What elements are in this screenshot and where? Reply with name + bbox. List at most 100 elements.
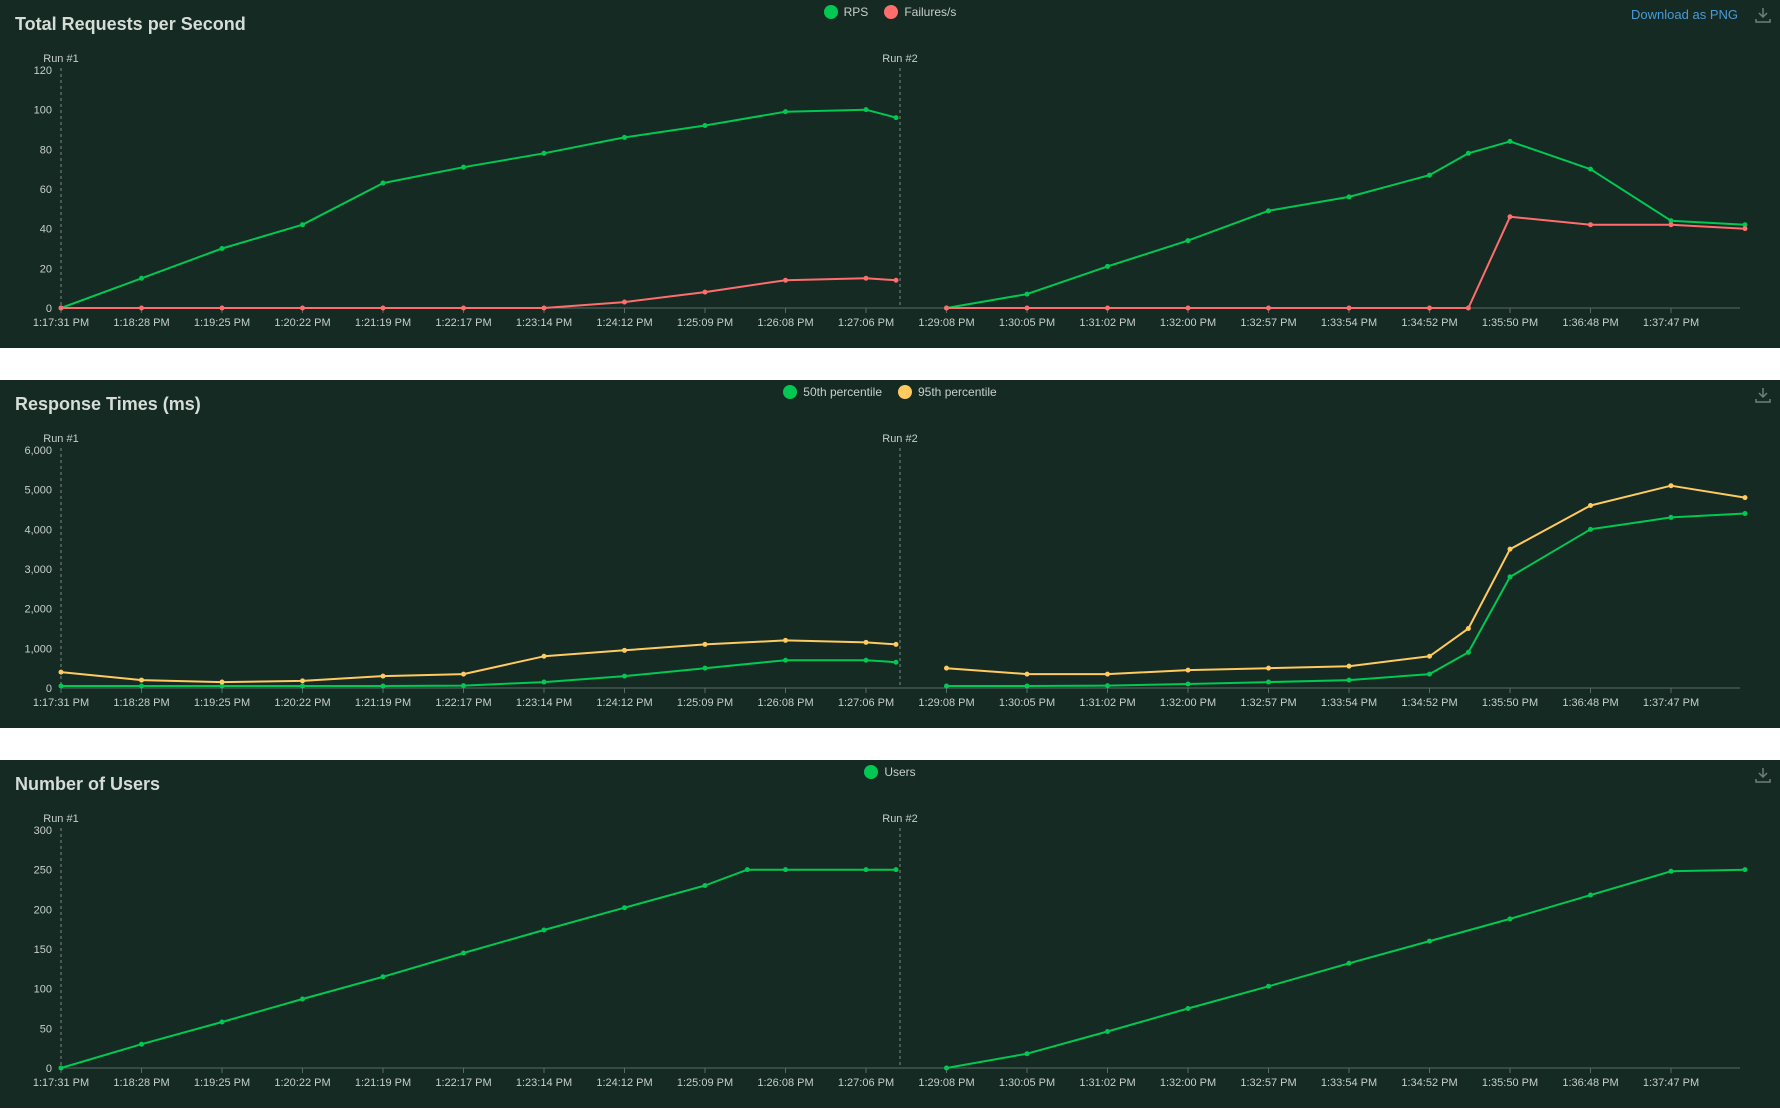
data-point[interactable]: [702, 123, 708, 129]
data-point[interactable]: [702, 665, 708, 671]
data-point[interactable]: [783, 637, 788, 643]
data-point[interactable]: [1024, 683, 1030, 689]
data-point[interactable]: [744, 867, 750, 873]
data-point[interactable]: [139, 275, 144, 281]
data-point[interactable]: [1185, 1006, 1191, 1011]
data-point[interactable]: [1588, 503, 1593, 509]
data-point[interactable]: [139, 683, 144, 689]
data-point[interactable]: [863, 657, 869, 663]
data-point[interactable]: [300, 683, 305, 689]
data-point[interactable]: [139, 1041, 144, 1047]
legend-item-p50[interactable]: 50th percentile: [783, 384, 882, 400]
data-point[interactable]: [1346, 305, 1352, 311]
download-icon[interactable]: [1754, 386, 1772, 404]
data-point[interactable]: [1346, 663, 1352, 669]
data-point[interactable]: [1024, 671, 1030, 677]
data-point[interactable]: [863, 275, 869, 281]
download-icon[interactable]: [1754, 6, 1772, 24]
legend-item-users[interactable]: Users: [864, 764, 916, 780]
data-point[interactable]: [893, 867, 899, 873]
download-icon[interactable]: [1754, 766, 1772, 784]
data-point[interactable]: [58, 669, 64, 675]
data-point[interactable]: [783, 109, 788, 115]
data-point[interactable]: [1427, 305, 1432, 311]
data-point[interactable]: [944, 683, 949, 689]
data-point[interactable]: [622, 905, 627, 911]
data-point[interactable]: [219, 1019, 225, 1025]
data-point[interactable]: [622, 134, 627, 140]
data-point[interactable]: [1668, 483, 1674, 489]
data-point[interactable]: [461, 305, 466, 311]
data-point[interactable]: [139, 677, 144, 683]
data-point[interactable]: [541, 653, 547, 659]
data-point[interactable]: [783, 867, 788, 873]
data-point[interactable]: [1185, 667, 1191, 673]
data-point[interactable]: [1588, 892, 1593, 898]
data-point[interactable]: [541, 305, 547, 311]
data-point[interactable]: [541, 927, 547, 933]
data-point[interactable]: [1266, 305, 1271, 311]
data-point[interactable]: [1668, 222, 1674, 228]
data-point[interactable]: [380, 305, 386, 311]
data-point[interactable]: [1465, 626, 1471, 631]
legend-item-p95[interactable]: 95th percentile: [898, 384, 997, 400]
data-point[interactable]: [300, 996, 305, 1002]
data-point[interactable]: [702, 641, 708, 647]
data-point[interactable]: [893, 277, 899, 283]
data-point[interactable]: [541, 679, 547, 685]
data-point[interactable]: [461, 164, 466, 170]
data-point[interactable]: [1588, 222, 1593, 228]
data-point[interactable]: [622, 299, 627, 305]
data-point[interactable]: [1427, 938, 1432, 944]
data-point[interactable]: [893, 659, 899, 665]
data-point[interactable]: [380, 974, 386, 980]
data-point[interactable]: [1105, 263, 1110, 269]
data-point[interactable]: [1465, 305, 1471, 311]
data-point[interactable]: [1266, 983, 1271, 989]
data-point[interactable]: [702, 289, 708, 295]
data-point[interactable]: [1588, 526, 1593, 532]
data-point[interactable]: [1346, 960, 1352, 966]
data-point[interactable]: [461, 950, 466, 956]
data-point[interactable]: [1024, 1051, 1030, 1057]
data-point[interactable]: [893, 641, 899, 647]
data-point[interactable]: [1742, 495, 1748, 501]
data-point[interactable]: [1105, 671, 1110, 677]
data-point[interactable]: [1507, 214, 1513, 220]
data-point[interactable]: [1266, 679, 1271, 685]
data-point[interactable]: [541, 150, 547, 156]
data-point[interactable]: [1105, 683, 1110, 689]
data-point[interactable]: [219, 246, 225, 251]
data-point[interactable]: [1742, 226, 1748, 232]
data-point[interactable]: [1668, 218, 1674, 224]
data-point[interactable]: [461, 671, 466, 677]
data-point[interactable]: [1465, 150, 1471, 156]
data-point[interactable]: [863, 639, 869, 645]
data-point[interactable]: [1668, 514, 1674, 520]
data-point[interactable]: [1507, 916, 1513, 922]
data-point[interactable]: [380, 180, 386, 186]
data-point[interactable]: [944, 665, 949, 671]
data-point[interactable]: [139, 305, 144, 311]
data-point[interactable]: [461, 683, 466, 689]
data-point[interactable]: [783, 277, 788, 283]
data-point[interactable]: [58, 305, 64, 311]
data-point[interactable]: [1742, 867, 1748, 873]
data-point[interactable]: [1742, 510, 1748, 516]
legend-item-failures[interactable]: Failures/s: [884, 4, 956, 20]
data-point[interactable]: [1266, 208, 1271, 214]
data-point[interactable]: [944, 305, 949, 311]
data-point[interactable]: [1507, 138, 1513, 144]
data-point[interactable]: [863, 867, 869, 873]
data-point[interactable]: [1427, 653, 1432, 659]
data-point[interactable]: [1742, 222, 1748, 228]
data-point[interactable]: [300, 678, 305, 684]
data-point[interactable]: [1668, 868, 1674, 874]
data-point[interactable]: [380, 683, 386, 689]
data-point[interactable]: [1346, 194, 1352, 200]
data-point[interactable]: [1185, 681, 1191, 687]
data-point[interactable]: [863, 107, 869, 113]
data-point[interactable]: [219, 679, 225, 685]
data-point[interactable]: [58, 683, 64, 689]
data-point[interactable]: [1427, 172, 1432, 178]
